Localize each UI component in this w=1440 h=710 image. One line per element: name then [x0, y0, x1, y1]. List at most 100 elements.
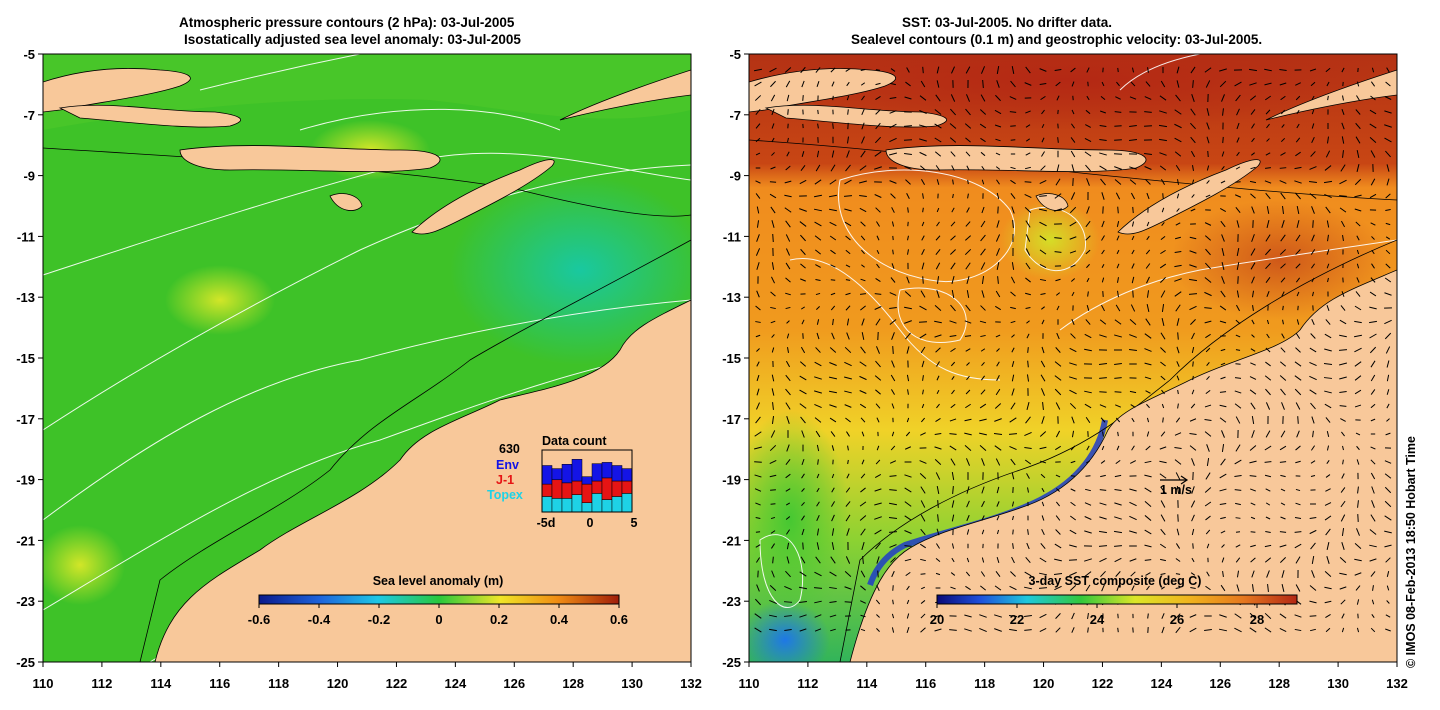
- left-title-line1: Atmospheric pressure contours (2 hPa): 0…: [179, 15, 515, 30]
- longitude-tick-label: 128: [1268, 676, 1290, 691]
- count-bar-j1: [581, 483, 593, 503]
- latitude-tick-label: -21: [16, 533, 35, 548]
- left-latitude-labels: -5 -7 -9 -11 -13 -15 -17 -19 -21 -23 -25: [16, 47, 43, 670]
- longitude-tick-label: 130: [621, 676, 643, 691]
- sst-map: [749, 54, 1397, 662]
- legend-topex: Topex: [487, 488, 523, 502]
- latitude-tick-label: -9: [729, 169, 741, 184]
- colorbar-tick-label: 0: [435, 612, 442, 627]
- count-bar-j1: [591, 480, 603, 494]
- count-bar-env: [561, 464, 573, 484]
- sst-colorbar-gradient: [936, 594, 1298, 605]
- latitude-tick-label: -23: [722, 594, 741, 609]
- latitude-tick-label: -11: [17, 229, 35, 244]
- bali-lombok-islands: [58, 104, 242, 128]
- longitude-tick-label: 114: [150, 676, 172, 691]
- latitude-tick-label: -15: [16, 351, 35, 366]
- sla-high-anomaly-southwest: [43, 525, 125, 605]
- count-bar-topex: [551, 498, 563, 513]
- count-bar-env: [611, 465, 623, 482]
- count-bar-j1: [601, 477, 613, 500]
- count-bar-j1: [621, 480, 633, 494]
- count-bar-topex: [621, 493, 633, 513]
- data-count-total: 630: [499, 442, 520, 456]
- data-count-title: Data count: [542, 434, 607, 448]
- right-latitude-labels: -5 -7 -9 -11 -13 -15 -17 -19 -21 -23 -25: [722, 47, 749, 670]
- left-title-line2: Isostatically adjusted sea level anomaly…: [184, 32, 521, 47]
- australia-landmass-sst: [849, 269, 1397, 662]
- latitude-tick-label: -19: [16, 473, 35, 488]
- velocity-scale: 1 m/s: [1160, 475, 1192, 497]
- count-bar-env: [581, 476, 593, 485]
- colorbar-tick-label: 20: [930, 612, 944, 627]
- count-bar-topex: [581, 502, 593, 513]
- latitude-tick-label: -21: [722, 533, 741, 548]
- count-bar-env: [601, 462, 613, 479]
- longitude-tick-label: 116: [209, 676, 230, 691]
- colorbar-tick-label: -0.2: [368, 612, 390, 627]
- count-bar-env: [551, 468, 563, 481]
- longitude-tick-label: 124: [1151, 676, 1173, 691]
- longitude-tick-label: 114: [856, 676, 878, 691]
- sst-colorbar: 3-day SST composite (deg C) 20 22 24 26 28: [930, 574, 1298, 627]
- longitude-tick-label: 118: [974, 676, 995, 691]
- data-count-xlabel-end: 5: [631, 516, 638, 530]
- count-bar-topex: [571, 494, 583, 513]
- count-bar-j1: [551, 479, 563, 499]
- sst-colorbar-title: 3-day SST composite (deg C): [1029, 574, 1202, 588]
- sla-high-anomaly: [165, 265, 275, 335]
- colorbar-tick-label: 28: [1250, 612, 1264, 627]
- count-bar-j1: [571, 480, 583, 495]
- longitude-tick-label: 116: [915, 676, 936, 691]
- latitude-tick-label: -25: [16, 655, 35, 670]
- longitude-tick-label: 122: [1092, 676, 1114, 691]
- longitude-tick-label: 130: [1327, 676, 1349, 691]
- count-bar-topex: [561, 498, 573, 513]
- count-bar-env: [571, 459, 583, 482]
- longitude-tick-label: 126: [503, 676, 525, 691]
- longitude-tick-label: 128: [562, 676, 584, 691]
- latitude-tick-label: -7: [729, 108, 741, 123]
- longitude-tick-label: 118: [268, 676, 289, 691]
- right-title-line2: Sealevel contours (0.1 m) and geostrophi…: [851, 32, 1263, 47]
- latitude-tick-label: -25: [722, 655, 741, 670]
- data-count-xlabel-mid: 0: [587, 516, 594, 530]
- longitude-tick-label: 120: [327, 676, 349, 691]
- colorbar-tick-label: 22: [1010, 612, 1024, 627]
- latitude-tick-label: -17: [722, 412, 741, 427]
- data-count-inset: Data count 630 Env J-1 Topex -5d 0 5: [487, 434, 638, 530]
- australia-landmass: [154, 299, 691, 662]
- timor-island: [411, 159, 555, 235]
- right-title-line1: SST: 03-Jul-2005. No drifter data.: [902, 15, 1113, 30]
- sealevel-contours: [759, 54, 1397, 608]
- colorbar-tick-label: 26: [1170, 612, 1184, 627]
- longitude-tick-label: 122: [386, 676, 408, 691]
- legend-env: Env: [496, 458, 519, 472]
- longitude-tick-label: 126: [1209, 676, 1231, 691]
- longitude-tick-label: 110: [739, 676, 760, 691]
- sla-colorbar-title: Sea level anomaly (m): [373, 574, 504, 588]
- colorbar-tick-label: 0.2: [490, 612, 508, 627]
- imos-credit: © IMOS 08-Feb-2013 18:50 Hobart Time: [1404, 436, 1418, 668]
- sumba-island: [329, 193, 363, 211]
- sla-colorbar-gradient: [258, 594, 620, 605]
- sst-cold-patch: [749, 600, 830, 662]
- data-count-xlabel-start: -5d: [537, 516, 556, 530]
- latitude-tick-label: -23: [16, 594, 35, 609]
- latitude-tick-label: -5: [729, 47, 741, 62]
- longitude-tick-label: 132: [1386, 676, 1408, 691]
- latitude-tick-label: -15: [722, 351, 741, 366]
- count-bar-topex: [601, 499, 613, 513]
- sla-map: [43, 54, 691, 662]
- longitude-tick-label: 132: [680, 676, 702, 691]
- left-longitude-labels: 110 112 114 116 118 120 122 124 126 128 130 132: [33, 662, 702, 691]
- count-bar-j1: [611, 480, 623, 497]
- longitude-tick-label: 120: [1033, 676, 1055, 691]
- longitude-tick-label: 112: [91, 676, 112, 691]
- velocity-scale-label: 1 m/s: [1160, 483, 1192, 497]
- latitude-tick-label: -9: [23, 169, 35, 184]
- count-bar-env: [541, 465, 553, 485]
- latitude-tick-label: -13: [16, 290, 35, 305]
- count-bar-topex: [591, 493, 603, 513]
